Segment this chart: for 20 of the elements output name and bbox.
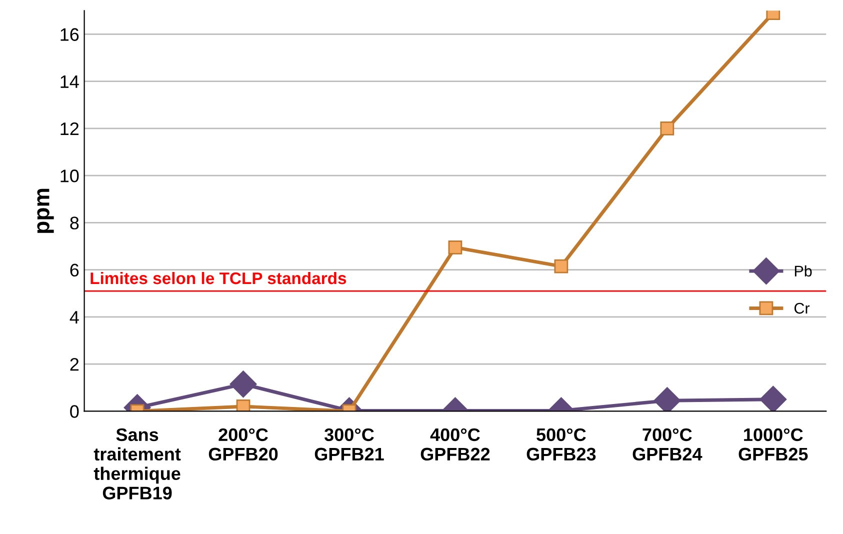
ref-line-label: Limites selon le TCLP standards [90, 272, 346, 284]
y-tick-label: 12 [60, 122, 79, 136]
y-tick-label: 14 [60, 75, 79, 88]
x-tick-label: Sans traitement thermique GPFB19 [94, 428, 181, 500]
y-axis-title: ppm [37, 188, 54, 233]
x-tick-label: 200°C GPFB20 [208, 428, 278, 461]
x-tick-label: 400°C GPFB22 [420, 428, 490, 461]
x-tick-label: 700°C GPFB24 [632, 428, 702, 461]
x-tick-label: 1000°C GPFB25 [738, 428, 808, 461]
x-tick-label: 300°C GPFB21 [314, 428, 384, 461]
y-tick-label: 2 [70, 358, 79, 371]
y-tick-label: 16 [60, 28, 79, 41]
y-tick-label: 0 [70, 405, 79, 418]
legend-label: Cr [794, 302, 810, 314]
legend-label: Pb [794, 265, 812, 277]
y-tick-label: 10 [60, 170, 79, 182]
x-tick-label: 500°C GPFB23 [526, 428, 596, 461]
y-tick-label: 6 [70, 264, 79, 277]
y-tick-label: 4 [70, 311, 79, 324]
y-tick-label: 8 [70, 216, 79, 230]
